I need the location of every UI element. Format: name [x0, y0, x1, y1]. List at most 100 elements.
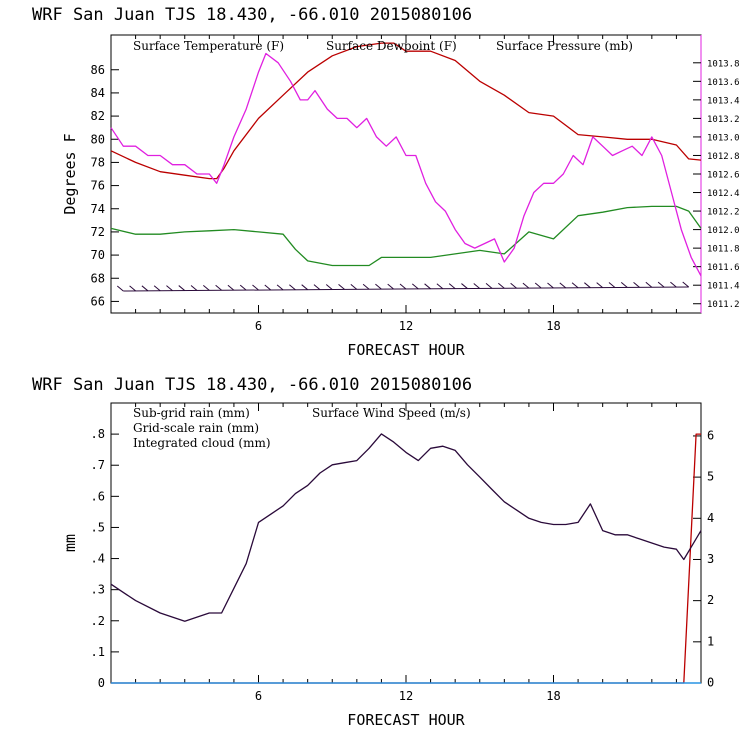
y2-tick-label: 1013.0: [707, 133, 740, 143]
y2-tick-label: 1012.6: [707, 171, 740, 181]
y2-tick-label: 1011.4: [707, 282, 740, 292]
wind-barb: [670, 281, 677, 288]
wind-barb: [596, 282, 603, 288]
wind-barb: [682, 281, 690, 288]
y2-tick-label: 4: [707, 511, 714, 525]
wind-barb: [129, 285, 136, 292]
wind-barb: [584, 282, 591, 289]
x-tick-label: 18: [546, 689, 560, 703]
y2-tick-label: 1011.2: [707, 300, 740, 310]
x-tick-label: 12: [399, 319, 413, 333]
y2-tick-label: 1011.8: [707, 245, 740, 255]
wind-barb: [534, 282, 542, 289]
wind-barb: [399, 283, 407, 290]
y-axis-label: mm: [61, 534, 79, 552]
y-tick-label: .7: [91, 458, 105, 472]
wind-barb: [510, 282, 517, 289]
wind-barb: [190, 285, 198, 291]
legend-wind-speed: Surface Wind Speed (m/s): [312, 406, 471, 420]
axis-ticks: 6 12 18 66 68 70 72 74 76 78 80 82 84 86 1011.2 1011.4 1…: [91, 35, 740, 333]
wind-barb: [645, 281, 653, 288]
y-tick-label: 72: [91, 225, 105, 239]
legend-dewpoint: Surface Dewpoint (F): [326, 39, 457, 53]
y-tick-label: .1: [91, 645, 105, 659]
wind-barb: [338, 284, 345, 290]
wind-barb: [620, 282, 628, 288]
y-tick-label: 0: [98, 676, 105, 690]
y-tick-label: 80: [91, 132, 105, 146]
y-tick-label: 78: [91, 155, 105, 169]
wind-barb: [547, 282, 554, 289]
x-axis-label: FORECAST HOUR: [347, 341, 465, 359]
legend-pressure: Surface Pressure (mb): [496, 39, 633, 53]
series-line-surface-dewpoint: [110, 205, 702, 267]
y2-tick-label: 1012.2: [707, 208, 740, 218]
panel-title: WRF San Juan TJS 18.430, -66.010 2015080…: [32, 5, 472, 25]
wind-barb: [325, 284, 333, 290]
wind-barb: [387, 283, 395, 290]
wind-barb: [215, 284, 222, 291]
x-tick-label: 18: [546, 319, 560, 333]
wind-barb: [178, 285, 186, 291]
wind-barb: [559, 282, 567, 289]
wind-barb: [522, 282, 530, 289]
legend-temperature: Surface Temperature (F): [133, 39, 284, 53]
wind-barb: [633, 281, 640, 288]
y-tick-label: 84: [91, 86, 105, 100]
wind-barb: [153, 285, 161, 292]
y2-tick-label: 2: [707, 593, 714, 607]
wind-barb: [473, 283, 481, 289]
y2-tick-label: 6: [707, 428, 714, 442]
legend-subgrid-rain: Sub-grid rain (mm): [133, 406, 250, 420]
wind-barb: [252, 284, 259, 291]
x-axis-label: FORECAST HOUR: [347, 711, 465, 729]
y-tick-label: 66: [91, 294, 105, 308]
y-tick-label: .2: [91, 614, 105, 628]
wind-barb: [461, 283, 468, 289]
wind-barb: [498, 282, 505, 289]
y-tick-label: 76: [91, 179, 105, 193]
wind-barb: [411, 283, 419, 290]
wind-barb: [436, 283, 444, 290]
wind-barb: [264, 284, 272, 291]
series-line-surface-wind-speed: [110, 433, 702, 622]
x-tick-label: 6: [255, 689, 262, 703]
y2-tick-label: 1012.4: [707, 189, 740, 199]
y-tick-label: .5: [91, 520, 105, 534]
y2-tick-label: 1012.8: [707, 152, 740, 162]
series-line-sub-grid-rain: [111, 433, 701, 684]
y2-tick-label: 1013.2: [707, 115, 740, 125]
y2-tick-label: 0: [707, 676, 714, 690]
panel-title: WRF San Juan TJS 18.430, -66.010 2015080…: [32, 375, 472, 395]
y-tick-label: .8: [91, 427, 105, 441]
y-tick-label: .3: [91, 583, 105, 597]
wind-barb: [571, 282, 579, 289]
legend-gridscale-rain: Grid-scale rain (mm): [133, 421, 259, 435]
panel-temperature: WRF San Juan TJS 18.430, -66.010 2015080…: [32, 5, 740, 359]
wind-barbs: [116, 281, 690, 292]
wind-barb: [239, 284, 247, 291]
series-group: [110, 433, 702, 684]
y-tick-label: 86: [91, 63, 105, 77]
wind-barb: [289, 284, 296, 291]
y-tick-label: 70: [91, 248, 105, 262]
y2-tick-label: 1013.6: [707, 78, 740, 88]
y-tick-label: .6: [91, 489, 105, 503]
wind-barb: [375, 283, 382, 290]
y2-tick-label: 5: [707, 470, 714, 484]
y-tick-label: 82: [91, 109, 105, 123]
x-tick-label: 12: [399, 689, 413, 703]
series-line-surface-pressure: [110, 52, 702, 277]
wind-barb: [485, 282, 493, 289]
wind-barb: [608, 282, 616, 288]
wind-barb: [448, 283, 456, 290]
wind-barb: [362, 283, 370, 290]
wind-barb: [166, 285, 173, 292]
y2-tick-label: 1: [707, 634, 714, 648]
y-tick-label: 68: [91, 271, 105, 285]
wind-barb: [657, 281, 665, 288]
legend-integrated-cloud: Integrated cloud (mm): [133, 436, 271, 450]
y-tick-label: 74: [91, 202, 105, 216]
wind-barb: [227, 284, 235, 291]
